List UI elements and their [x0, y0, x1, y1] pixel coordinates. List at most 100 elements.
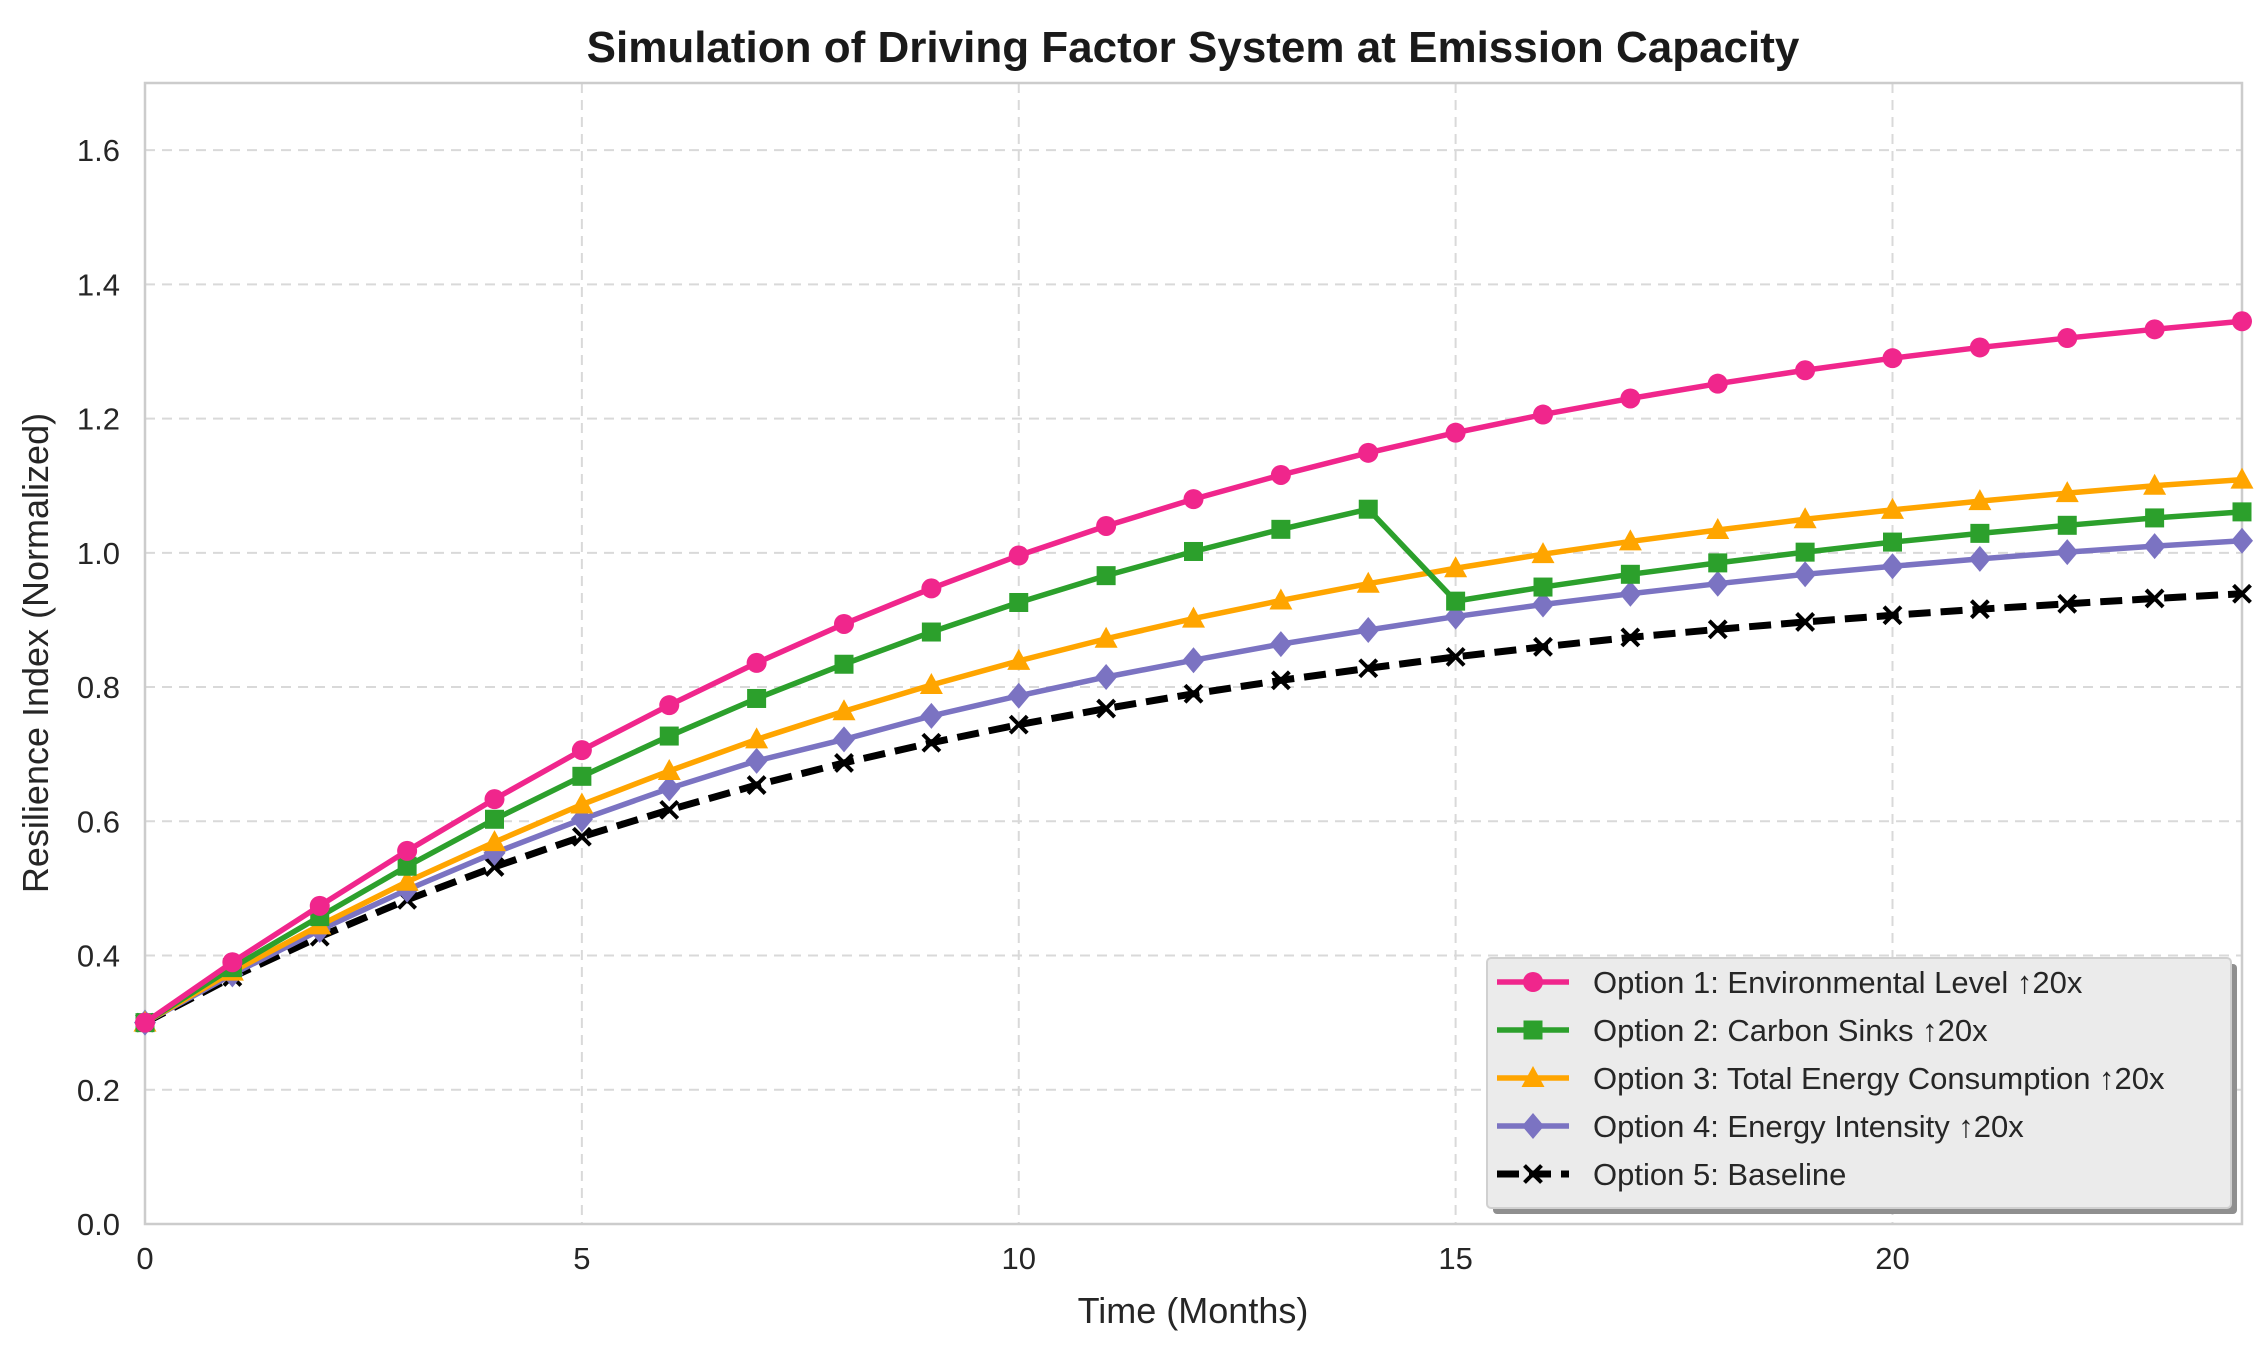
- legend-entry: Option 1: Environmental Level ↑20x: [1497, 965, 2083, 1000]
- y-tick-label: 0.0: [77, 1207, 120, 1242]
- data-point: [397, 856, 417, 876]
- data-point: [1184, 541, 1203, 561]
- data-point: [1270, 464, 1291, 485]
- data-point: [832, 699, 856, 721]
- data-point: [2057, 593, 2078, 614]
- data-point: [746, 775, 767, 795]
- data-point: [1444, 556, 1468, 578]
- data-point: [1795, 360, 1816, 381]
- data-point: [1968, 489, 1992, 511]
- data-point: [2057, 515, 2077, 535]
- series-layer: [133, 311, 2254, 1036]
- data-point: [1009, 592, 1029, 612]
- data-point: [2232, 502, 2252, 522]
- data-point: [1707, 373, 1728, 394]
- x-tick-label: 0: [136, 1241, 153, 1276]
- data-point: [2144, 319, 2165, 340]
- data-point: [834, 752, 854, 773]
- x-tick-label: 10: [1002, 1241, 1036, 1276]
- data-point: [919, 673, 943, 695]
- y-tick-label: 0.2: [77, 1073, 120, 1108]
- data-point: [746, 652, 767, 673]
- data-point: [1096, 515, 1117, 536]
- data-point: [1707, 619, 1728, 640]
- x-tick-label: 5: [573, 1241, 590, 1276]
- data-point: [1794, 561, 1817, 588]
- data-point: [309, 895, 330, 916]
- data-point: [397, 840, 418, 861]
- data-point: [1881, 497, 1904, 519]
- data-point: [1533, 636, 1553, 657]
- legend-label: Option 1: Environmental Level ↑20x: [1593, 965, 2083, 1000]
- data-point: [571, 740, 592, 761]
- legend-marker: [1522, 1113, 1544, 1139]
- legend-marker: [1523, 972, 1543, 992]
- legend-label: Option 4: Energy Intensity ↑20x: [1593, 1109, 2024, 1144]
- data-point: [1269, 631, 1292, 658]
- data-point: [2230, 467, 2254, 489]
- data-point: [1357, 617, 1380, 644]
- data-point: [1182, 606, 1205, 628]
- data-point: [1620, 564, 1640, 584]
- data-point: [2144, 588, 2165, 609]
- x-tick-label: 20: [1875, 1241, 1909, 1276]
- data-point: [1182, 647, 1205, 674]
- data-point: [1269, 588, 1293, 610]
- data-point: [395, 869, 419, 891]
- legend-box: [1486, 957, 2232, 1209]
- data-point: [1531, 542, 1555, 564]
- legend-entry: Option 3: Total Energy Consumption ↑20x: [1497, 1061, 2165, 1096]
- data-point: [570, 792, 594, 814]
- data-point: [2143, 473, 2167, 495]
- data-point: [1793, 507, 1817, 529]
- data-point: [2056, 539, 2079, 566]
- data-point: [1183, 683, 1204, 704]
- data-point: [921, 622, 941, 642]
- data-point: [2232, 583, 2252, 604]
- data-point: [1532, 591, 1554, 618]
- legend: Option 1: Environmental Level ↑20x Option…: [1486, 957, 2237, 1214]
- y-tick-label: 0.6: [77, 804, 120, 839]
- legend-entry: Option 4: Energy Intensity ↑20x: [1497, 1109, 2024, 1144]
- data-point: [1096, 698, 1117, 719]
- data-point: [1358, 658, 1379, 679]
- data-point: [1445, 646, 1466, 667]
- series-1: [135, 311, 2252, 1033]
- data-point: [1533, 404, 1553, 425]
- data-point: [2145, 508, 2165, 528]
- y-axis-label: Resilience Index (Normalized): [15, 413, 56, 893]
- data-point: [484, 789, 505, 810]
- data-point: [1969, 599, 1990, 620]
- data-point: [2143, 533, 2166, 560]
- chart-title: Simulation of Driving Factor System at E…: [587, 23, 1800, 72]
- y-tick-label: 1.6: [77, 133, 120, 168]
- y-tick-label: 0.8: [77, 670, 120, 705]
- data-point: [1968, 545, 1991, 572]
- data-point: [484, 857, 505, 877]
- data-point: [834, 654, 854, 674]
- data-point: [1883, 532, 1902, 552]
- data-point: [1096, 566, 1116, 586]
- data-point: [833, 726, 855, 753]
- series-4: [134, 527, 2253, 1036]
- data-point: [1095, 663, 1118, 690]
- data-point: [1007, 648, 1031, 670]
- data-point: [1618, 529, 1642, 551]
- data-point: [1969, 337, 1990, 358]
- data-point: [1270, 670, 1291, 691]
- data-point: [1706, 518, 1730, 540]
- data-point: [1356, 571, 1380, 593]
- data-point: [747, 688, 767, 708]
- data-point: [1094, 626, 1118, 648]
- x-axis-label: Time (Months): [1078, 1290, 1309, 1331]
- data-point: [657, 758, 681, 780]
- series-2: [135, 499, 2252, 1033]
- data-point: [1446, 591, 1466, 611]
- data-point: [920, 702, 943, 729]
- data-point: [921, 732, 942, 753]
- data-point: [1619, 580, 1642, 607]
- data-point: [1008, 545, 1029, 566]
- legend-entry: Option 5: Baseline: [1497, 1157, 1846, 1192]
- data-point: [2057, 328, 2078, 349]
- data-point: [1795, 612, 1816, 632]
